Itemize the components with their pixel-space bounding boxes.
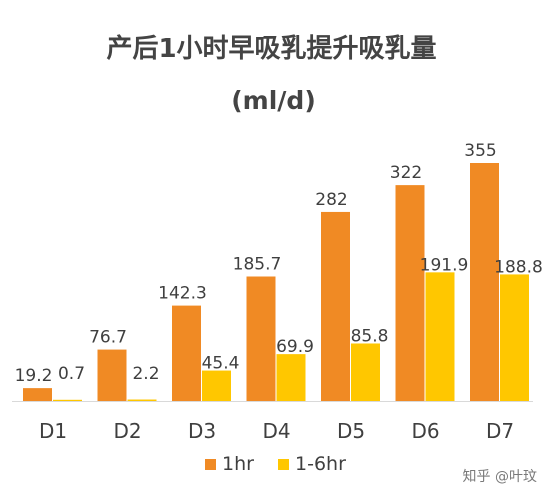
chart-title: 产后1小时早吸乳提升吸乳量 [106, 34, 437, 64]
bar-1-6hr-D2 [127, 399, 157, 401]
x-tick-label: D7 [486, 419, 514, 443]
value-label: 85.8 [351, 326, 389, 346]
legend-label: 1-6hr [295, 453, 346, 475]
value-label: 142.3 [158, 284, 207, 304]
value-label: 76.7 [89, 328, 127, 348]
legend-swatch-1-6hr [278, 459, 289, 470]
x-tick-label: D3 [188, 419, 216, 443]
x-tick-label: D6 [411, 419, 439, 443]
x-tick-label: D1 [39, 419, 67, 443]
bar-1-6hr-D7 [500, 274, 529, 401]
value-label: 69.9 [276, 337, 314, 357]
x-tick-label: D4 [262, 419, 290, 443]
x-tick-label: D2 [113, 419, 141, 443]
value-label: 191.9 [420, 255, 469, 275]
bar-1-6hr-D4 [276, 354, 306, 401]
value-label: 355 [464, 141, 496, 161]
value-label: 19.2 [15, 366, 53, 386]
legend-label: 1hr [222, 453, 254, 475]
watermark: 知乎 @叶玟 [462, 469, 537, 485]
bar-1hr-D1 [23, 388, 52, 401]
legend-swatch-1hr [205, 459, 216, 470]
bar-1hr-D2 [97, 349, 127, 401]
bar-1hr-D6 [395, 185, 425, 401]
x-tick-label: D5 [337, 419, 365, 443]
bar-1-6hr-D3 [202, 370, 231, 401]
value-label: 0.7 [58, 364, 85, 384]
bar-1hr-D5 [321, 211, 350, 401]
bar-1-6hr-D5 [351, 343, 380, 401]
chart-subtitle: (ml/d) [231, 86, 316, 115]
value-label: 282 [315, 190, 347, 210]
bar-1hr-D7 [470, 163, 499, 401]
value-label: 188.8 [494, 257, 543, 277]
bar-1-6hr-D1 [53, 399, 82, 401]
value-label: 322 [390, 163, 422, 183]
bar-1hr-D4 [246, 276, 276, 401]
bar-1-6hr-D6 [425, 272, 455, 401]
bar-1hr-D3 [172, 305, 201, 401]
value-label: 45.4 [202, 354, 240, 374]
value-label: 185.7 [233, 255, 282, 275]
value-label: 2.2 [132, 364, 159, 384]
